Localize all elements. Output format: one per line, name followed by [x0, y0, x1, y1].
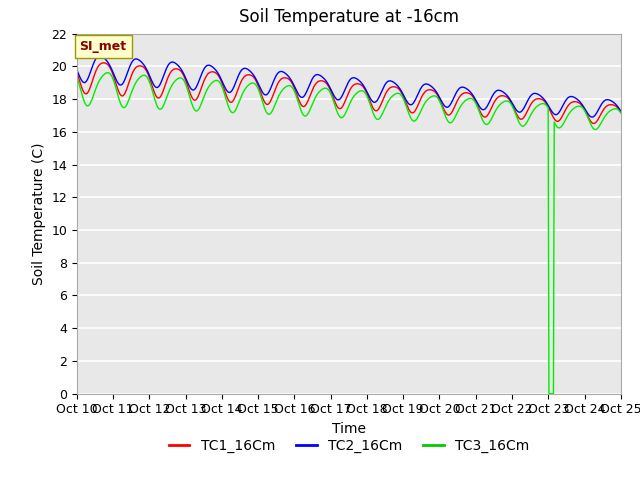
Line: TC3_16Cm: TC3_16Cm: [77, 72, 621, 394]
Line: TC2_16Cm: TC2_16Cm: [77, 56, 621, 117]
TC3_16Cm: [73, 74, 81, 80]
TC1_16Cm: [416, 98, 424, 104]
TC1_16Cm: [589, 120, 597, 126]
TC2_16Cm: [223, 88, 231, 94]
TC1_16Cm: [431, 89, 439, 95]
TC1_16Cm: [195, 93, 202, 98]
TC2_16Cm: [416, 88, 424, 94]
TC3_16Cm: [83, 103, 90, 108]
TC1_16Cm: [223, 95, 231, 101]
TC2_16Cm: [617, 108, 625, 114]
TC2_16Cm: [83, 78, 90, 84]
TC2_16Cm: [588, 114, 596, 120]
TC1_16Cm: [73, 69, 81, 75]
TC3_16Cm: [431, 93, 439, 99]
Title: Soil Temperature at -16cm: Soil Temperature at -16cm: [239, 9, 459, 26]
TC2_16Cm: [140, 61, 147, 67]
TC3_16Cm: [617, 110, 625, 116]
TC3_16Cm: [104, 70, 111, 75]
TC1_16Cm: [617, 109, 625, 115]
TC2_16Cm: [73, 67, 81, 72]
TC2_16Cm: [195, 79, 202, 85]
TC2_16Cm: [95, 53, 103, 59]
TC1_16Cm: [83, 91, 90, 96]
TC1_16Cm: [99, 60, 107, 66]
Legend: TC1_16Cm, TC2_16Cm, TC3_16Cm: TC1_16Cm, TC2_16Cm, TC3_16Cm: [163, 433, 534, 459]
TC3_16Cm: [195, 107, 202, 112]
Text: SI_met: SI_met: [79, 40, 127, 53]
Line: TC1_16Cm: TC1_16Cm: [77, 63, 621, 123]
TC3_16Cm: [223, 100, 231, 106]
TC3_16Cm: [545, 391, 553, 396]
TC3_16Cm: [140, 72, 147, 78]
X-axis label: Time: Time: [332, 422, 366, 436]
TC2_16Cm: [431, 88, 439, 94]
TC3_16Cm: [416, 111, 424, 117]
TC1_16Cm: [140, 64, 147, 70]
Y-axis label: Soil Temperature (C): Soil Temperature (C): [31, 143, 45, 285]
